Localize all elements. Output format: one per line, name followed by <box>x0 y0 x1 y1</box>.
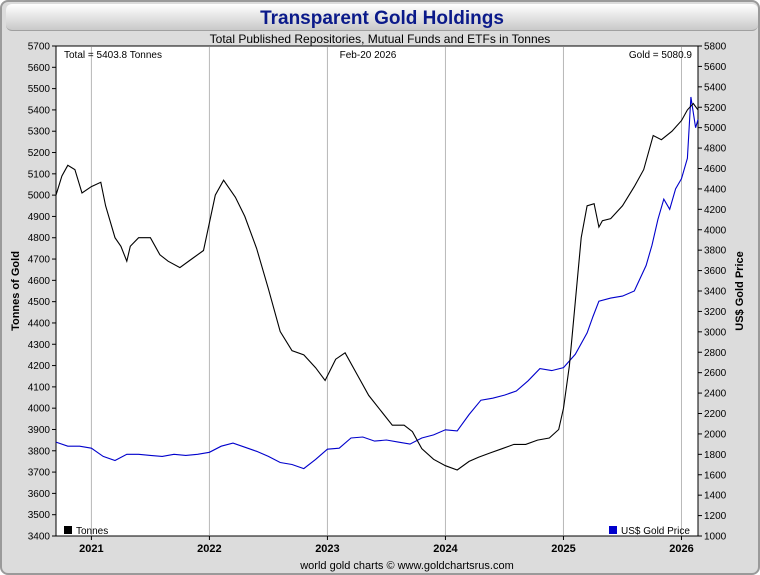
right-tick-label: 3000 <box>704 327 727 338</box>
legend-swatch-price <box>609 526 617 534</box>
right-tick-label: 4000 <box>704 225 727 236</box>
plot-area <box>55 45 699 537</box>
left-tick-label: 4900 <box>28 212 51 223</box>
right-tick-label: 2200 <box>704 409 727 420</box>
right-tick-label: 4800 <box>704 144 727 155</box>
left-tick-label: 3600 <box>28 489 51 500</box>
left-tick-label: 4200 <box>28 361 51 372</box>
x-tick-label: 2022 <box>197 543 221 555</box>
right-tick-label: 5400 <box>704 82 727 93</box>
left-tick-label: 5300 <box>28 127 51 138</box>
y-axis-label-right: US$ Gold Price <box>734 251 746 330</box>
right-tick-label: 1800 <box>704 450 727 461</box>
series-line-tonnes <box>55 102 699 471</box>
legend-swatch-tonnes <box>64 526 72 534</box>
grid <box>90 47 682 535</box>
right-tick-label: 2600 <box>704 368 727 379</box>
left-tick-label: 3700 <box>28 468 51 479</box>
x-axis: 2021 2022 2023 2024 2025 2026 <box>79 536 694 555</box>
footer: world gold charts © www.goldchartsrus.co… <box>299 560 514 572</box>
x-tick-label: 2024 <box>433 543 458 555</box>
left-tick-label: 5600 <box>28 63 51 74</box>
right-tick-label: 1200 <box>704 511 727 522</box>
chart-title: Transparent Gold Holdings <box>260 8 504 29</box>
y-axis-label-left: Tonnes of Gold <box>10 251 22 331</box>
series-line-price <box>55 96 699 470</box>
left-tick-label: 4100 <box>28 382 51 393</box>
left-tick-label: 5700 <box>28 42 51 53</box>
right-tick-label: 4400 <box>704 184 727 195</box>
left-tick-label: 5000 <box>28 191 51 202</box>
date-label: Feb-20 2026 <box>340 50 397 61</box>
right-tick-label: 2400 <box>704 389 727 400</box>
left-tick-label: 3800 <box>28 446 51 457</box>
left-tick-label: 5100 <box>28 169 51 180</box>
legend-price: US$ Gold Price <box>621 526 690 537</box>
right-tick-label: 2800 <box>704 348 727 359</box>
right-tick-label: 4600 <box>704 164 727 175</box>
left-tick-label: 5400 <box>28 105 51 116</box>
gold-label: Gold = 5080.9 <box>629 50 693 61</box>
title-bar: Transparent Gold Holdings <box>6 4 758 31</box>
left-tick-label: 4500 <box>28 297 51 308</box>
left-tick-label: 5500 <box>28 84 51 95</box>
left-tick-label: 4000 <box>28 404 51 415</box>
left-tick-label: 3900 <box>28 425 51 436</box>
left-tick-label: 4400 <box>28 318 51 329</box>
right-tick-label: 5200 <box>704 103 727 114</box>
right-tick-label: 1600 <box>704 470 727 481</box>
left-tick-label: 4300 <box>28 340 51 351</box>
left-tick-label: 4800 <box>28 233 51 244</box>
left-tick-label: 3500 <box>28 510 51 521</box>
right-tick-label: 5000 <box>704 123 727 134</box>
right-tick-label: 3200 <box>704 307 727 318</box>
left-tick-label: 3400 <box>28 532 51 543</box>
right-tick-label: 5800 <box>704 42 727 53</box>
total-label: Total = 5403.8 Tonnes <box>64 50 162 61</box>
left-axis: 3400 3500 3600 3700 3800 3900 4000 4100 4200 4300… <box>28 42 56 543</box>
x-tick-label: 2021 <box>79 543 103 555</box>
subtitle: Total Published Repositories, Mutual Fun… <box>210 32 551 46</box>
right-tick-label: 3600 <box>704 266 727 277</box>
right-tick-label: 4200 <box>704 205 727 216</box>
legend-tonnes: Tonnes <box>76 526 108 537</box>
right-tick-label: 2000 <box>704 429 727 440</box>
right-tick-label: 1000 <box>704 532 727 543</box>
left-tick-label: 4700 <box>28 255 51 266</box>
right-tick-label: 3400 <box>704 287 727 298</box>
right-axis: 1000 1200 1400 1600 1800 2000 2200 2400 2600 2800… <box>698 42 727 543</box>
x-tick-label: 2023 <box>315 543 339 555</box>
x-tick-label: 2026 <box>669 543 693 555</box>
right-tick-label: 1400 <box>704 491 727 502</box>
right-tick-label: 3800 <box>704 246 727 257</box>
x-tick-label: 2025 <box>551 543 575 555</box>
left-tick-label: 4600 <box>28 276 51 287</box>
right-tick-label: 5600 <box>704 62 727 73</box>
left-tick-label: 5200 <box>28 148 51 159</box>
